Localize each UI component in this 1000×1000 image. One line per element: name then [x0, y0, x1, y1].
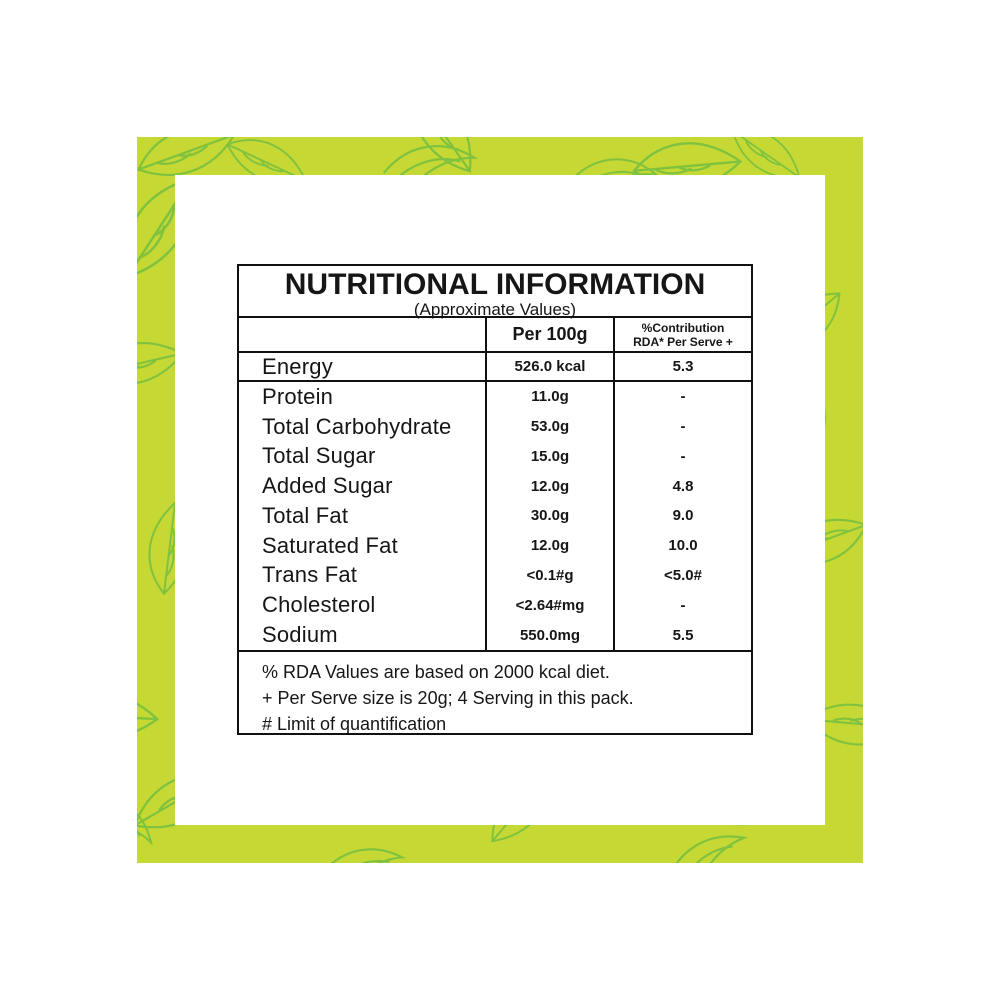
row-label: Total Sugar	[262, 443, 376, 469]
header-col-rda: %Contribution RDA* Per Serve +	[615, 321, 751, 349]
row-label: Protein	[262, 383, 334, 409]
table-row: Cholesterol <2.64#mg -	[239, 590, 751, 621]
table-row: Total Fat 30.0g 9.0	[239, 501, 751, 531]
row-rda: <5.0#	[664, 566, 702, 584]
row-per100g: 15.0g	[485, 441, 615, 472]
row-per100g: 11.0g	[485, 382, 615, 412]
table-title: NUTRITIONAL INFORMATION	[284, 268, 706, 301]
table-row: Saturated Fat 12.0g 10.0	[239, 530, 751, 561]
row-per100g: <2.64#mg	[485, 590, 615, 621]
row-label: Total Fat	[262, 502, 349, 528]
table-title-block: NUTRITIONAL INFORMATION (Approximate Val…	[239, 266, 751, 318]
footnote-line: # Limit of quantification	[262, 713, 447, 734]
row-per100g: 550.0mg	[485, 620, 615, 650]
table-row: Sodium 550.0mg 5.5	[239, 620, 751, 650]
row-rda: -	[680, 447, 686, 465]
row-per100g: <0.1#g	[485, 560, 615, 591]
row-label: Sodium	[262, 622, 338, 647]
table-row: Total Sugar 15.0g -	[239, 441, 751, 472]
footnote-line: % RDA Values are based on 2000 kcal diet…	[262, 661, 610, 682]
table-row: Trans Fat <0.1#g <5.0#	[239, 560, 751, 591]
row-rda: -	[680, 596, 686, 614]
row-label: Saturated Fat	[262, 532, 398, 558]
footnotes: % RDA Values are based on 2000 kcal diet…	[239, 649, 751, 734]
header-col-rda-line1: %Contribution	[641, 320, 725, 335]
row-per100g: 12.0g	[485, 471, 615, 502]
table-body: Energy 526.0 kcal 5.3 Protein 11.0g - To…	[239, 353, 751, 650]
header-col-per100g: Per 100g	[485, 318, 615, 351]
row-per100g: 12.0g	[485, 530, 615, 561]
row-rda: 9.0	[672, 507, 694, 525]
table-row: Protein 11.0g -	[239, 382, 751, 412]
row-rda: 5.5	[672, 626, 694, 644]
row-rda: 10.0	[668, 537, 698, 555]
table-subtitle: (Approximate Values)	[413, 300, 577, 319]
row-rda: -	[680, 388, 686, 406]
row-per100g: 53.0g	[485, 411, 615, 442]
row-per100g: 30.0g	[485, 501, 615, 531]
row-label: Cholesterol	[262, 592, 376, 618]
row-rda: -	[680, 418, 686, 436]
nutrition-table: NUTRITIONAL INFORMATION (Approximate Val…	[237, 264, 753, 735]
row-label: Added Sugar	[262, 473, 393, 499]
table-row: Energy 526.0 kcal 5.3	[239, 353, 751, 382]
header-col-rda-line2: RDA* Per Serve +	[633, 334, 733, 349]
row-label: Energy	[262, 353, 333, 379]
table-row: Total Carbohydrate 53.0g -	[239, 411, 751, 442]
table-header-row: Per 100g %Contribution RDA* Per Serve +	[239, 318, 751, 353]
row-label: Total Carbohydrate	[262, 413, 452, 439]
row-rda: 5.3	[672, 358, 694, 375]
row-rda: 4.8	[672, 477, 694, 495]
row-label: Trans Fat	[262, 562, 358, 588]
row-per100g: 526.0 kcal	[485, 353, 615, 380]
table-row: Added Sugar 12.0g 4.8	[239, 471, 751, 502]
footnote-line: + Per Serve size is 20g; 4 Serving in th…	[262, 687, 634, 708]
